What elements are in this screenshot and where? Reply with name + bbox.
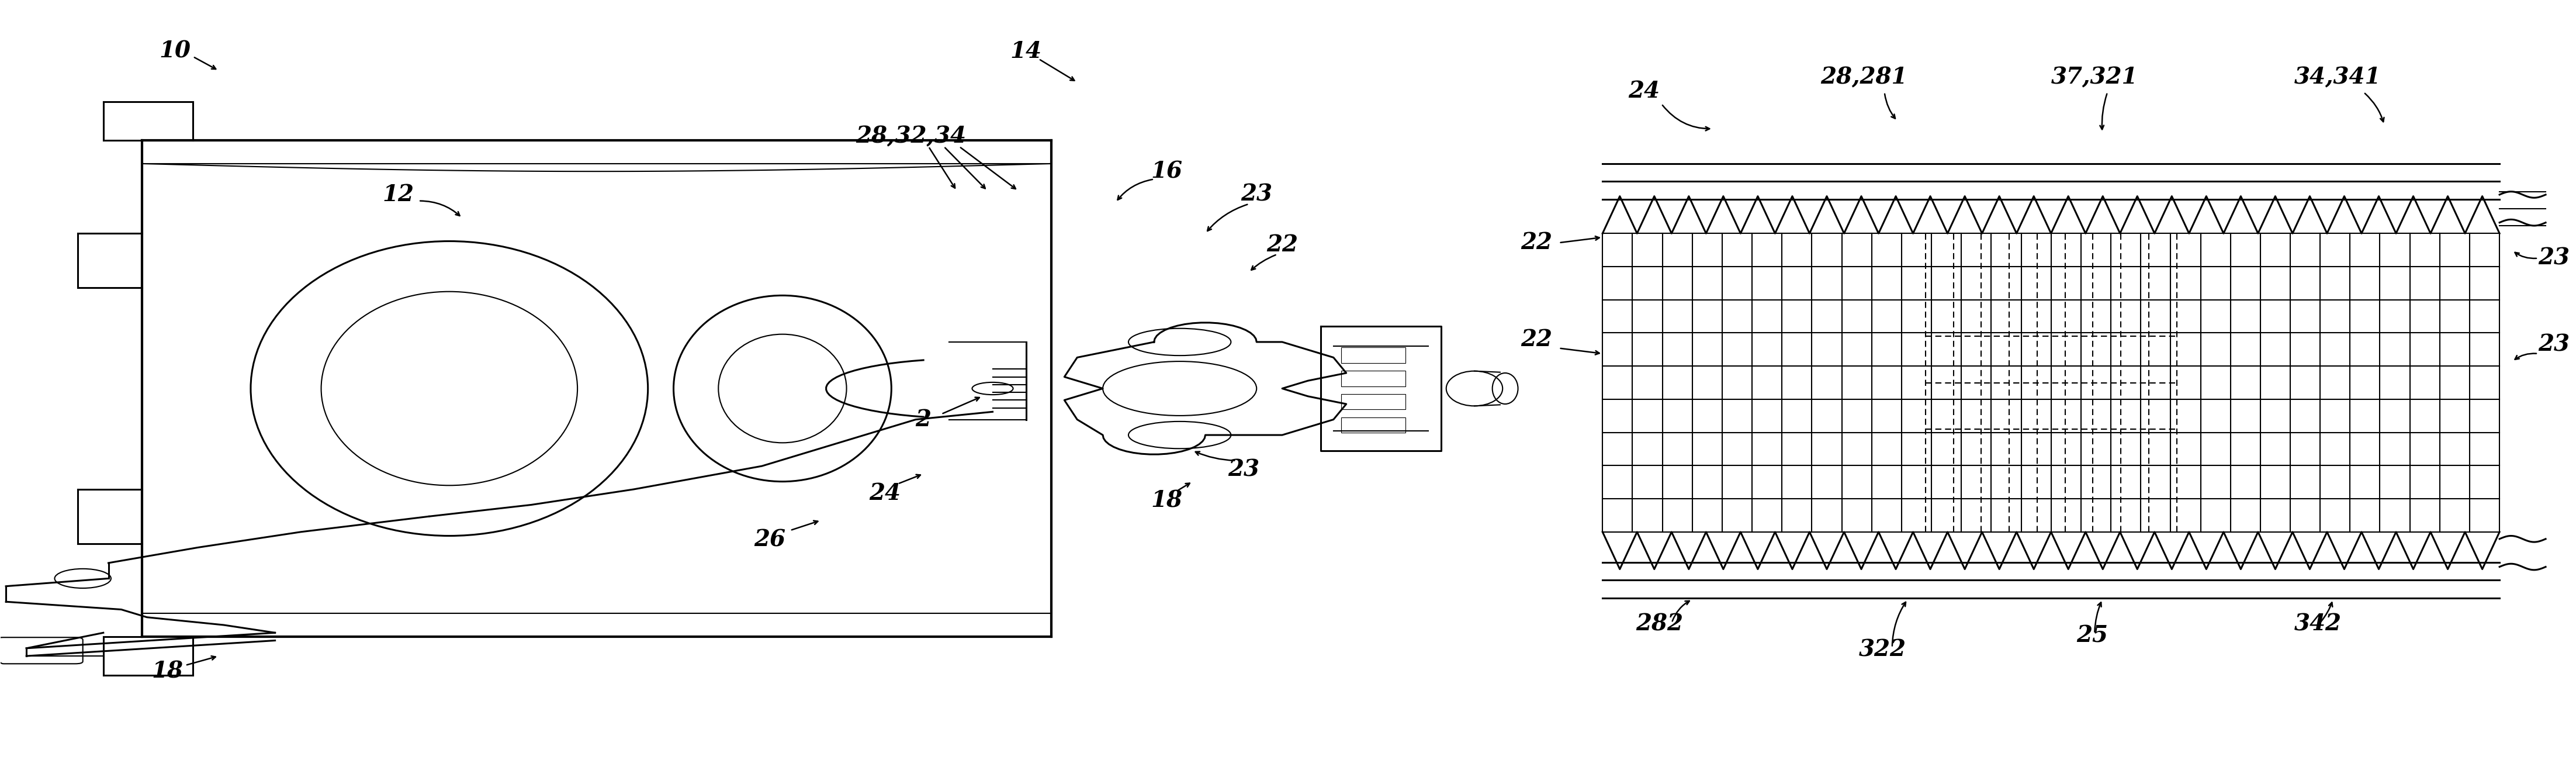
Text: 23: 23 (1229, 458, 1260, 481)
Text: 34,341: 34,341 (2295, 66, 2380, 89)
Bar (1342, 371, 1406, 386)
Text: 22: 22 (1520, 329, 1553, 350)
Text: 342: 342 (2295, 613, 2342, 635)
Text: 14: 14 (1010, 40, 1041, 62)
Text: 18: 18 (1151, 490, 1182, 512)
Text: 22: 22 (1520, 232, 1553, 253)
Text: 2: 2 (914, 409, 933, 430)
Text: 18: 18 (152, 660, 183, 683)
Text: 24: 24 (1628, 80, 1659, 103)
Text: 10: 10 (160, 40, 191, 62)
Bar (1342, 394, 1406, 409)
Text: 25: 25 (2076, 625, 2107, 646)
Text: 23: 23 (2537, 334, 2568, 356)
Text: 28,281: 28,281 (1821, 66, 1906, 89)
Text: 23: 23 (2537, 247, 2568, 269)
Text: 23: 23 (1242, 183, 1273, 206)
Text: 22: 22 (1267, 234, 1298, 256)
Bar (1342, 347, 1406, 363)
Text: 24: 24 (868, 482, 902, 504)
Text: 322: 322 (1860, 639, 1906, 660)
Text: 26: 26 (755, 528, 786, 551)
Text: 12: 12 (381, 183, 415, 206)
Text: 282: 282 (1636, 613, 1682, 635)
Text: 16: 16 (1151, 160, 1182, 183)
Bar (1342, 417, 1406, 433)
Text: 28,32,34: 28,32,34 (855, 125, 966, 148)
Text: 37,321: 37,321 (2050, 66, 2138, 89)
